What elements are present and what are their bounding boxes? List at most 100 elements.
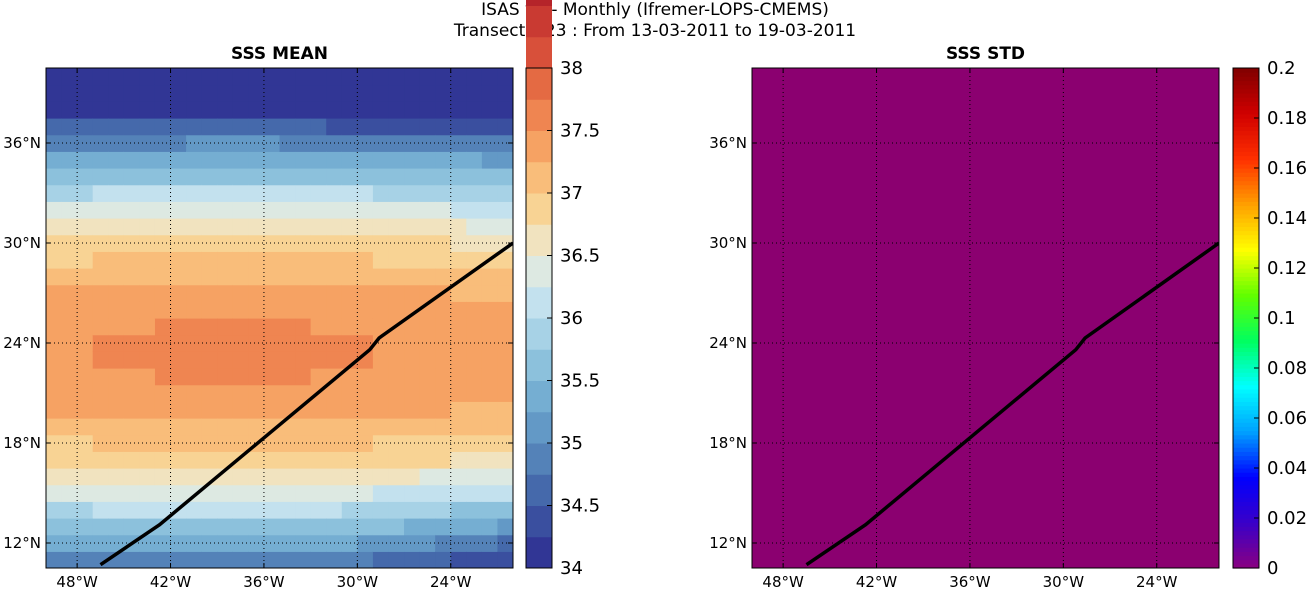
sss-cell xyxy=(466,384,483,402)
sss-cell xyxy=(46,318,63,336)
sss-cell xyxy=(139,418,156,436)
sss-cell xyxy=(154,251,172,269)
sss-cell xyxy=(419,501,436,519)
sss-cell xyxy=(310,351,327,369)
sss-cell xyxy=(419,534,436,552)
sss-cell xyxy=(92,168,109,186)
sss-cell xyxy=(186,251,203,269)
sss-cell xyxy=(248,118,265,136)
sss-cell xyxy=(77,251,94,269)
sss-cell xyxy=(61,268,78,286)
sss-cell xyxy=(388,484,405,502)
colorbar-segment xyxy=(1233,484,1259,490)
sss-cell xyxy=(497,518,513,536)
sss-cell xyxy=(92,118,109,136)
sss-cell xyxy=(232,134,249,152)
colorbar-segment xyxy=(1233,184,1259,190)
sss-cell xyxy=(279,268,296,286)
sss-cell xyxy=(372,551,390,568)
sss-cell xyxy=(326,301,343,319)
sss-cell xyxy=(279,351,296,369)
colorbar-segment xyxy=(1233,276,1259,282)
sss-cell xyxy=(154,418,172,436)
sss-cell xyxy=(61,234,78,252)
sss-cell xyxy=(77,68,94,86)
sss-cell xyxy=(201,268,218,286)
sss-cell xyxy=(450,351,467,369)
sss-cell xyxy=(466,351,483,369)
sss-cell xyxy=(295,301,312,319)
sss-cell xyxy=(404,434,421,452)
sss-cell xyxy=(357,484,374,502)
sss-cell xyxy=(46,118,63,136)
sss-cell xyxy=(497,84,513,102)
map-frame xyxy=(751,67,1220,569)
sss-cell xyxy=(154,468,172,486)
sss-cell xyxy=(77,268,94,286)
sss-cell xyxy=(481,501,499,519)
sss-cell xyxy=(450,451,467,469)
colorbar-segment xyxy=(1233,530,1259,536)
sss-cell xyxy=(61,418,78,436)
sss-cell xyxy=(186,368,203,386)
panel-sss-mean: 48°W 42°W 36°W 30°W 24°W 12°N 18°N 24°N 30°N 36°N… xyxy=(3,0,600,591)
sss-cell xyxy=(108,284,125,302)
sss-cell xyxy=(357,551,374,568)
sss-cell xyxy=(481,184,499,202)
sss-cell xyxy=(186,168,203,186)
sss-cell xyxy=(108,401,125,419)
colorbar-tick-label: 36.5 xyxy=(560,246,600,267)
sss-cell xyxy=(77,468,94,486)
sss-cell xyxy=(450,484,467,502)
lat-tick-label: 24°N xyxy=(3,334,41,352)
sss-cell xyxy=(419,268,436,286)
sss-cell xyxy=(279,534,296,552)
sss-cell xyxy=(435,501,452,519)
sss-cell xyxy=(217,134,234,152)
sss-cell xyxy=(326,501,343,519)
sss-cell xyxy=(139,451,156,469)
map-field xyxy=(46,68,513,568)
sss-cell xyxy=(388,251,405,269)
sss-cell xyxy=(372,418,390,436)
sss-cell xyxy=(419,551,436,568)
sss-cell xyxy=(466,251,483,269)
sss-cell xyxy=(154,551,172,568)
sss-cell xyxy=(61,251,78,269)
sss-cell xyxy=(404,151,421,169)
sss-cell xyxy=(170,201,187,219)
sss-cell xyxy=(310,168,327,186)
sss-cell xyxy=(310,84,327,102)
sss-cell xyxy=(77,418,94,436)
sss-cell xyxy=(341,468,358,486)
sss-cell xyxy=(61,68,78,86)
sss-cell xyxy=(279,551,296,568)
sss-cell xyxy=(154,368,172,386)
sss-cell xyxy=(154,401,172,419)
sss-cell xyxy=(310,318,327,336)
sss-cell xyxy=(497,168,513,186)
sss-cell xyxy=(263,218,281,236)
sss-cell xyxy=(295,318,312,336)
sss-cell xyxy=(232,534,249,552)
sss-cell xyxy=(92,518,109,536)
sss-cell xyxy=(295,84,312,102)
sss-cell xyxy=(497,501,513,519)
colorbar-segment xyxy=(1233,543,1259,548)
sss-cell xyxy=(326,151,343,169)
colorbar-segment xyxy=(526,349,552,381)
colorbar-segment xyxy=(526,474,552,506)
sss-cell xyxy=(92,184,109,202)
sss-cell xyxy=(279,518,296,536)
sss-cell xyxy=(123,368,140,386)
sss-cell xyxy=(186,501,203,519)
sss-cell xyxy=(201,334,218,352)
colorbar-segment xyxy=(1233,230,1259,236)
sss-cell xyxy=(404,84,421,102)
lon-tick-label: 48°W xyxy=(56,573,98,591)
sss-cell xyxy=(201,451,218,469)
sss-cell xyxy=(341,401,358,419)
sss-cell xyxy=(201,218,218,236)
sss-cell xyxy=(372,518,390,536)
sss-cell xyxy=(248,334,265,352)
